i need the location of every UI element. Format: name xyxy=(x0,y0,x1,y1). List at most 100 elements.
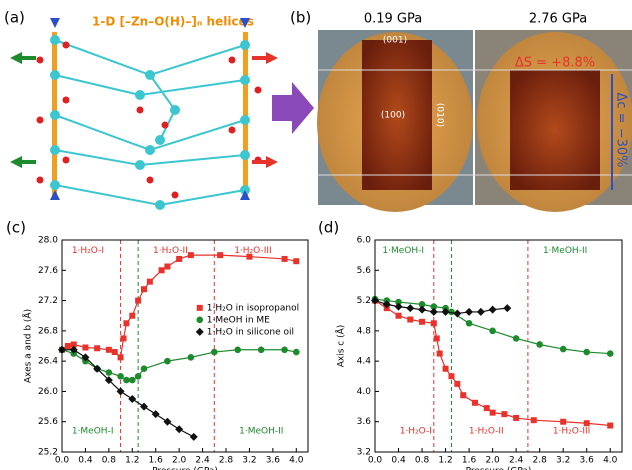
marker xyxy=(293,258,300,265)
marker xyxy=(442,365,449,372)
x-tick-label: 2.4 xyxy=(195,456,210,466)
marker xyxy=(513,414,520,421)
x-tick-label: 0.0 xyxy=(55,456,70,466)
x-tick-label: 3.2 xyxy=(242,456,256,466)
helix-diagram: (a) 1-D [–Zn–O(H)–]ₙ helices xyxy=(4,9,314,210)
annotation: 1·H₂O-II xyxy=(469,426,504,436)
marker xyxy=(158,267,165,274)
marker xyxy=(116,387,125,396)
marker xyxy=(123,320,130,327)
x-axis-label: Pressure (GPa) xyxy=(466,467,532,470)
y-tick-label: 26.8 xyxy=(38,326,58,336)
marker xyxy=(454,380,461,387)
marker xyxy=(607,422,614,429)
y-tick-label: 4.0 xyxy=(357,387,372,397)
y-tick-label: 26.0 xyxy=(38,387,58,397)
marker xyxy=(560,418,567,425)
marker xyxy=(448,308,455,316)
legend-label: 1·MeOH in ME xyxy=(207,315,270,325)
x-tick-label: 3.2 xyxy=(556,456,570,466)
marker xyxy=(436,350,443,357)
marker xyxy=(217,252,224,259)
panel-label: (a) xyxy=(4,9,25,27)
x-tick-label: 1.6 xyxy=(462,456,477,466)
marker xyxy=(135,297,142,304)
annotation: 1·H₂O-II xyxy=(153,246,188,256)
x-axis-label: Pressure (GPa) xyxy=(152,467,218,470)
compression-label: Δc = −30% xyxy=(614,93,629,168)
plot-frame xyxy=(374,239,623,453)
marker xyxy=(128,395,137,403)
marker xyxy=(70,341,77,348)
x-tick-label: 0.8 xyxy=(102,456,117,466)
marker xyxy=(281,255,288,262)
x-tick-label: 0.8 xyxy=(415,456,430,466)
marker xyxy=(488,305,497,314)
marker xyxy=(394,302,403,311)
x-tick-label: 4.0 xyxy=(603,456,618,466)
marker xyxy=(187,354,195,361)
marker xyxy=(382,300,391,309)
marker xyxy=(395,298,402,306)
marker xyxy=(94,345,101,352)
marker xyxy=(281,346,288,354)
x-tick-label: 1.6 xyxy=(149,456,164,466)
legend-label: 1·H₂O in isopropanol xyxy=(207,303,299,313)
marker xyxy=(583,348,591,356)
diagram-title: 1-D [–Zn–O(H)–]ₙ helices xyxy=(92,15,254,29)
plot-frame xyxy=(61,239,309,453)
marker xyxy=(246,253,253,260)
strain-label: ΔS = +8.8% xyxy=(515,56,595,71)
marker xyxy=(530,417,537,424)
marker xyxy=(460,392,467,399)
face-label: (001) xyxy=(383,36,407,46)
marker xyxy=(489,409,496,416)
x-tick-label: 2.8 xyxy=(219,456,234,466)
x-tick-label: 3.6 xyxy=(580,456,595,466)
y-tick-label: 3.2 xyxy=(357,448,371,458)
marker xyxy=(176,255,183,262)
marker xyxy=(606,350,614,357)
annotation: 1·MeOH-II xyxy=(543,246,587,256)
marker xyxy=(105,369,113,376)
marker xyxy=(257,346,265,354)
marker xyxy=(453,309,462,318)
y-tick-label: 25.2 xyxy=(38,448,58,458)
marker xyxy=(234,346,242,354)
x-tick-label: 2.0 xyxy=(172,456,187,466)
marker xyxy=(489,327,496,335)
marker xyxy=(164,263,171,270)
x-tick-label: 2.8 xyxy=(533,456,548,466)
panel-label: (d) xyxy=(318,219,339,237)
marker xyxy=(483,405,490,412)
x-tick-label: 0.4 xyxy=(391,456,406,466)
pressure-label: 2.76 GPa xyxy=(529,12,587,27)
panel-label: (b) xyxy=(290,9,311,27)
marker xyxy=(163,417,172,426)
pressure-label: 0.19 GPa xyxy=(364,12,422,27)
x-tick-label: 0.4 xyxy=(78,456,93,466)
marker xyxy=(292,348,300,356)
y-tick-label: 4.4 xyxy=(357,357,372,367)
y-tick-label: 27.6 xyxy=(38,266,58,276)
series-line xyxy=(61,254,297,359)
marker xyxy=(196,316,204,324)
marker xyxy=(418,301,426,308)
x-tick-label: 1.2 xyxy=(438,456,452,466)
y-tick-label: 26.4 xyxy=(38,357,58,367)
marker xyxy=(512,335,520,342)
marker xyxy=(441,307,450,316)
marker xyxy=(407,316,414,323)
x-tick-label: 2.4 xyxy=(509,456,524,466)
annotation: 1·H₂O-I xyxy=(72,246,104,256)
y-tick-label: 27.2 xyxy=(38,296,58,306)
x-tick-label: 1.2 xyxy=(125,456,139,466)
marker xyxy=(111,349,118,356)
x-tick-label: 3.6 xyxy=(266,456,281,466)
face-label: (100) xyxy=(381,111,405,121)
marker xyxy=(471,399,478,406)
marker xyxy=(104,376,113,385)
y-tick-label: 5.6 xyxy=(357,266,372,276)
marker xyxy=(419,318,426,325)
y-tick-label: 4.8 xyxy=(357,326,372,336)
